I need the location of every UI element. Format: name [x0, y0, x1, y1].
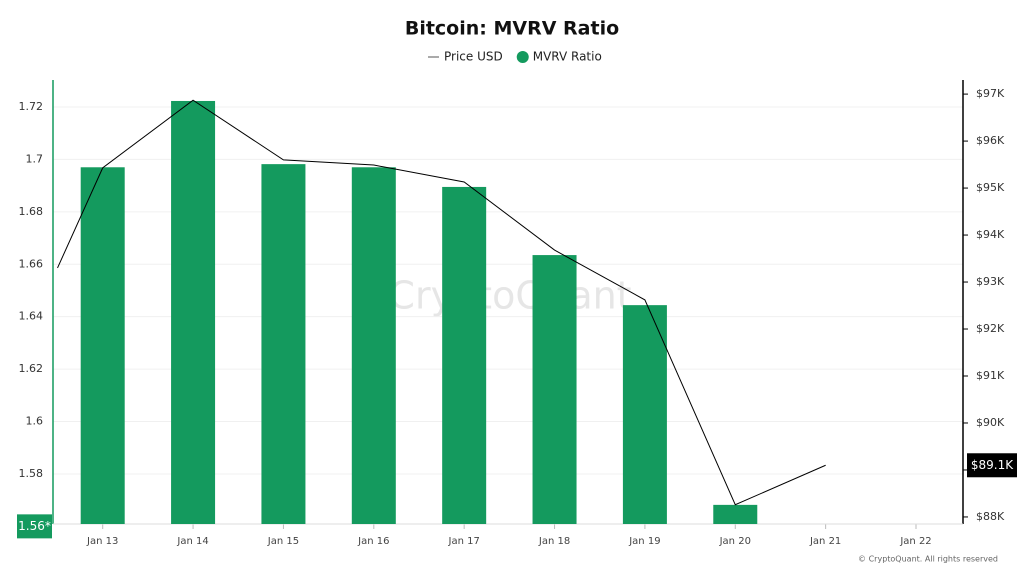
x-tick-label: Jan 22	[899, 536, 931, 547]
y-tick-label: 1.6	[26, 415, 44, 428]
y2-tick-label: $97K	[976, 87, 1005, 100]
y-tick-label: 1.7	[26, 152, 44, 165]
current-y-badge	[17, 514, 52, 539]
legend-swatch	[516, 51, 529, 63]
y-tick-label: 1.62	[19, 362, 44, 375]
bar	[532, 255, 577, 524]
y-tick-label: 1.72	[19, 100, 44, 113]
y-tick-label: 1.68	[19, 205, 44, 218]
x-tick-label: Jan 13	[86, 536, 118, 547]
x-tick-label: Jan 19	[628, 536, 660, 547]
y2-tick-label: $92K	[976, 322, 1005, 335]
x-tick-label: Jan 15	[267, 536, 299, 547]
x-tick-label: Jan 16	[357, 536, 389, 547]
y2-tick-label: $94K	[976, 228, 1005, 241]
footer: © CryptoQuant. All rights reserved	[858, 555, 998, 564]
x-tick-label: Jan 17	[448, 536, 480, 547]
y-tick-label: 1.58	[19, 467, 44, 480]
y2-tick-label: $93K	[976, 275, 1005, 288]
legend-label: Price USD	[444, 50, 503, 64]
y2-tick-label: $91K	[976, 369, 1005, 382]
bar	[442, 186, 487, 524]
y2-tick-label: $95K	[976, 181, 1005, 194]
y2-tick-label: $88K	[976, 510, 1005, 523]
y2-tick-label: $90K	[976, 416, 1005, 429]
y2-tick-label: $96K	[976, 134, 1005, 147]
bar	[261, 164, 306, 525]
x-tick-label: Jan 14	[176, 536, 208, 547]
y-tick-label: 1.64	[19, 310, 44, 323]
current-y-label: 1.56*	[18, 519, 51, 533]
current-y2-badge	[967, 453, 1017, 478]
watermark: CryptoQuant	[388, 274, 631, 318]
bar	[713, 504, 758, 524]
x-tick-label: Jan 21	[809, 536, 841, 547]
bar	[171, 100, 216, 524]
current-y2-label: $89.1K	[971, 458, 1014, 472]
y-tick-label: 1.66	[19, 257, 44, 270]
x-tick-label: Jan 20	[719, 536, 751, 547]
bar	[80, 167, 125, 524]
x-tick-label: Jan 18	[538, 536, 570, 547]
bar	[622, 305, 667, 524]
price-line	[57, 99, 826, 506]
legend-label: MVRV Ratio	[533, 50, 602, 64]
bar	[351, 167, 396, 524]
chart-title: Bitcoin: MVRV Ratio	[405, 18, 619, 40]
